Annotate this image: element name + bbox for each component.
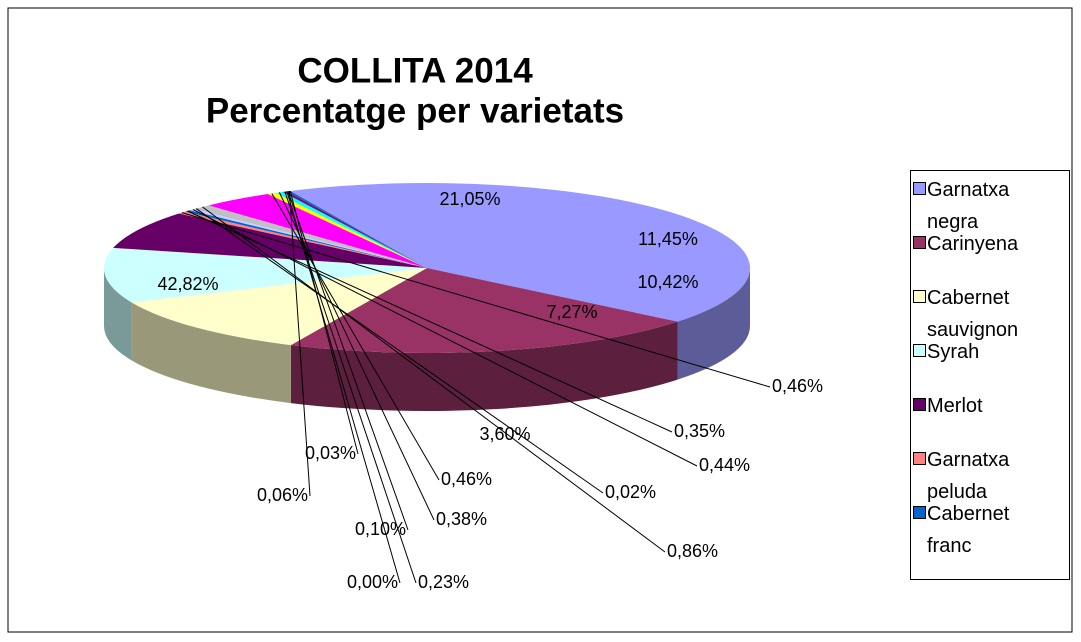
- slice: [288, 191, 427, 268]
- leader-line: [202, 206, 666, 553]
- slice: [185, 210, 427, 268]
- leader-line: [195, 208, 604, 494]
- legend-label: Cabernet sauvignon: [927, 287, 1019, 341]
- data-label: 0,46%: [772, 376, 823, 396]
- data-label: 0,38%: [436, 509, 487, 529]
- legend-label: Cabernet franc: [927, 503, 1010, 557]
- slice: [289, 190, 427, 268]
- legend-label: Merlot: [927, 395, 983, 417]
- slice: [282, 191, 427, 268]
- data-label: 11,45%: [638, 229, 698, 249]
- legend-swatch: [913, 290, 926, 303]
- data-label: 7,27%: [546, 302, 597, 322]
- legend-swatch: [913, 398, 926, 411]
- data-label: 21,05%: [439, 189, 500, 209]
- legend-label: Garnatxa negra: [927, 179, 1010, 233]
- legend-item: Merlot: [913, 390, 1053, 422]
- legend-swatch: [913, 344, 926, 357]
- slice: [208, 194, 427, 268]
- legend-label: Syrah: [927, 341, 980, 363]
- legend-item: Garnatxa peluda: [913, 444, 1053, 508]
- legend-item: Garnatxa negra: [913, 174, 1053, 238]
- leader-line: [271, 193, 440, 481]
- legend-label: Carinyena: [927, 233, 1019, 255]
- data-label: 0,03%: [305, 443, 356, 463]
- slice: [290, 268, 678, 353]
- data-label: 0,02%: [605, 482, 656, 502]
- legend-item: Syrah: [913, 336, 1053, 368]
- slice-side: [290, 321, 678, 411]
- slice: [195, 208, 427, 268]
- data-label: 0,44%: [699, 455, 750, 475]
- slice: [113, 213, 427, 268]
- slice: [196, 205, 427, 268]
- data-label: 0,46%: [441, 469, 492, 489]
- legend: Garnatxa negra Carinyena Cabernet sauvigno…: [910, 170, 1070, 580]
- data-label: 0,23%: [418, 572, 469, 592]
- data-label: 0,06%: [257, 485, 308, 505]
- data-label: 0,10%: [355, 519, 406, 539]
- data-label: 10,42%: [637, 272, 698, 292]
- leader-line: [181, 212, 771, 388]
- legend-item: Carinyena: [913, 228, 1053, 260]
- chart-title: COLLITA 2014: [297, 51, 533, 90]
- leader-line: [289, 190, 359, 455]
- slice: [103, 247, 427, 303]
- data-label: 0,86%: [667, 541, 718, 561]
- data-label: 42,82%: [157, 274, 218, 294]
- legend-item: Cabernet sauvignon: [913, 282, 1053, 346]
- data-label: 3,60%: [479, 424, 530, 444]
- legend-swatch: [913, 452, 926, 465]
- data-label: 0,35%: [674, 421, 725, 441]
- legend-item: Cabernet franc: [913, 498, 1053, 562]
- slice: [290, 183, 751, 322]
- slice-side: [104, 268, 132, 361]
- slice: [189, 208, 427, 268]
- slice-side: [131, 302, 291, 404]
- leader-line: [192, 208, 698, 467]
- leader-line: [286, 191, 401, 584]
- slice-side: [677, 268, 750, 380]
- legend-swatch: [913, 236, 926, 249]
- legend-label: Garnatxa peluda: [927, 449, 1010, 503]
- chart-title: Percentatge per varietats: [206, 91, 624, 130]
- slice: [287, 191, 427, 268]
- slice: [131, 268, 427, 346]
- slice: [267, 192, 427, 268]
- legend-swatch: [913, 182, 926, 195]
- slice: [275, 191, 427, 268]
- leader-line: [288, 191, 311, 497]
- legend-swatch: [913, 506, 926, 519]
- data-label: 0,00%: [347, 572, 398, 592]
- leader-line: [287, 191, 409, 531]
